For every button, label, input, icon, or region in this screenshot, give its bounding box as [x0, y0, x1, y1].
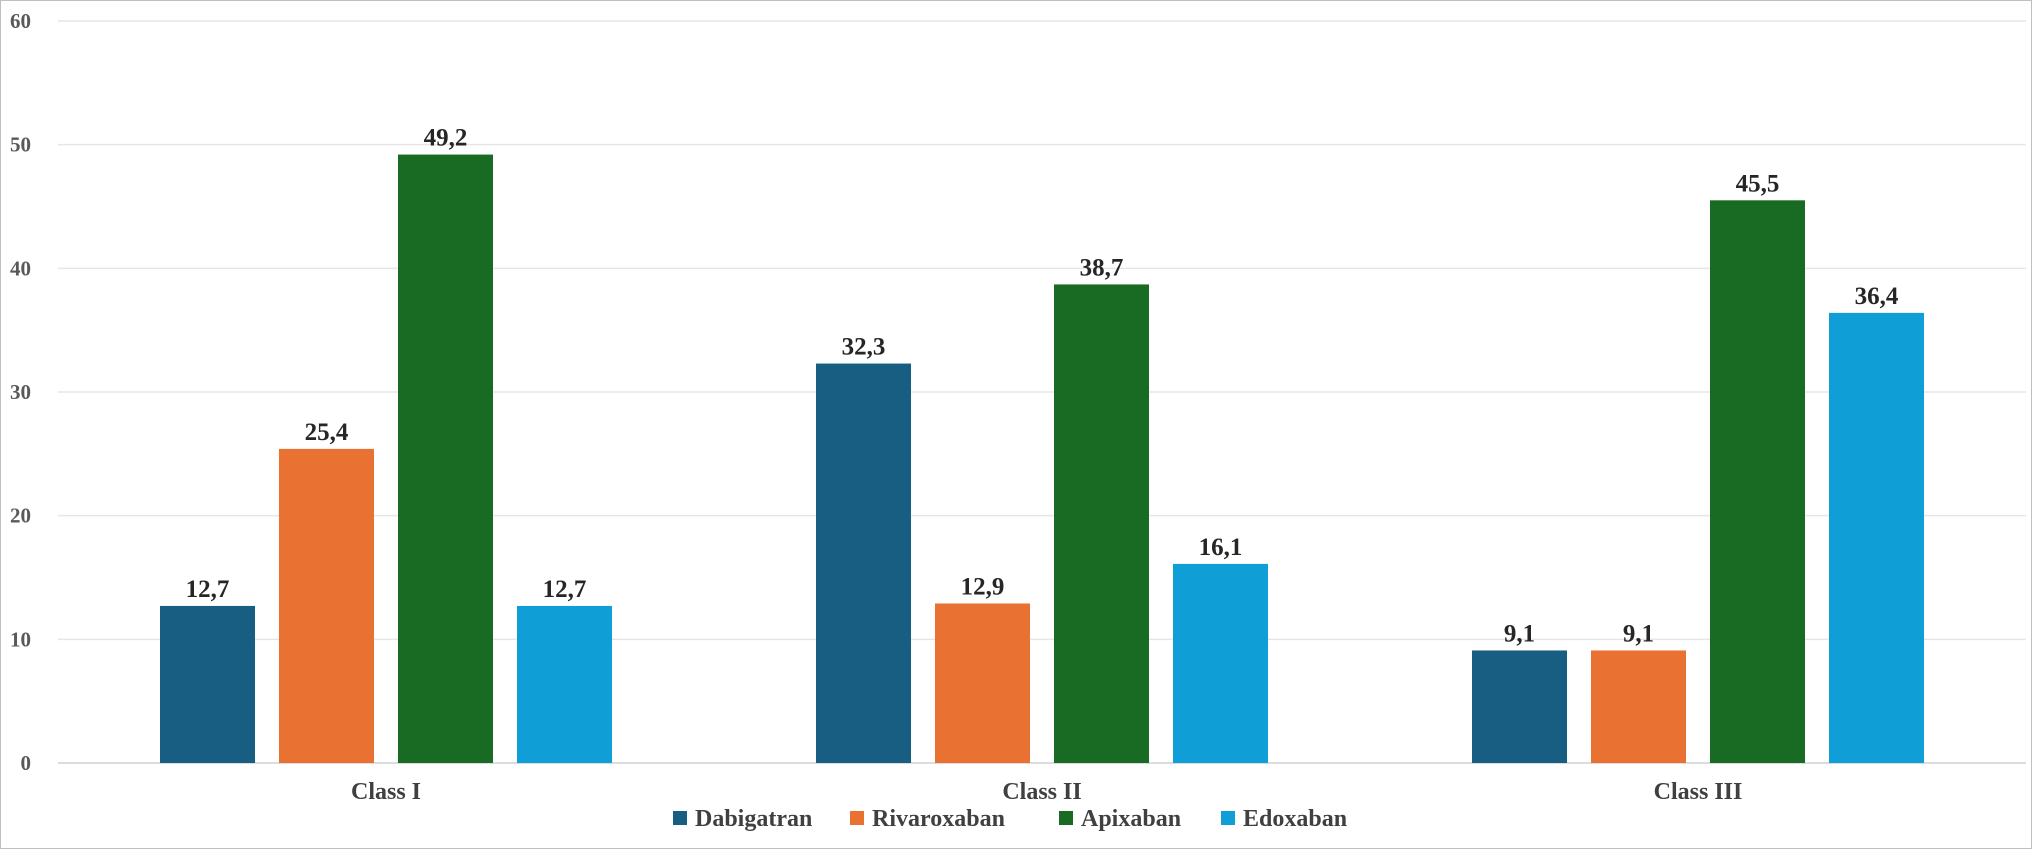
category-label-class-i: Class I: [351, 779, 421, 805]
bar-dabigatran-class-iii: [1472, 650, 1567, 763]
category-label-class-iii: Class III: [1654, 779, 1743, 805]
data-label-rivaroxaban-class-iii: 9,1: [1623, 620, 1654, 647]
data-label-apixaban-class-ii: 38,7: [1080, 254, 1124, 281]
y-tick-label: 20: [10, 504, 31, 528]
data-label-apixaban-class-iii: 45,5: [1736, 170, 1780, 197]
legend-item-dabigatran: Dabigatran: [673, 806, 812, 832]
y-tick-label: 0: [21, 751, 32, 775]
category-label-class-ii: Class II: [1002, 779, 1081, 805]
legend-label-apixaban: Apixaban: [1081, 806, 1181, 832]
y-tick-label: 60: [10, 9, 31, 33]
bar-edoxaban-class-iii: [1829, 312, 1924, 763]
data-label-edoxaban-class-ii: 16,1: [1199, 534, 1243, 561]
bar-rivaroxaban-class-iii: [1591, 650, 1686, 763]
bar-apixaban-class-i: [398, 154, 493, 763]
y-tick-label: 40: [10, 256, 31, 280]
data-label-dabigatran-class-ii: 32,3: [842, 334, 886, 361]
legend-label-rivaroxaban: Rivaroxaban: [872, 806, 1005, 832]
bar-edoxaban-class-ii: [1173, 563, 1268, 763]
bar-dabigatran-class-ii: [816, 363, 911, 763]
gridlines: [58, 20, 2026, 764]
legend-swatch-apixaban: [1059, 811, 1073, 825]
legend-swatch-dabigatran: [673, 811, 687, 825]
data-label-dabigatran-class-iii: 9,1: [1504, 620, 1535, 647]
bar-apixaban-class-iii: [1710, 200, 1805, 764]
data-label-edoxaban-class-iii: 36,4: [1855, 283, 1899, 310]
legend-label-edoxaban: Edoxaban: [1243, 806, 1347, 832]
legend-item-rivaroxaban: Rivaroxaban: [850, 806, 1005, 832]
bar-apixaban-class-ii: [1054, 284, 1149, 763]
y-tick-label: 50: [10, 133, 31, 157]
bars: [160, 154, 1924, 764]
data-label-dabigatran-class-i: 12,7: [186, 576, 230, 603]
bar-edoxaban-class-i: [517, 605, 612, 763]
data-label-apixaban-class-i: 49,2: [424, 125, 468, 152]
data-label-rivaroxaban-class-i: 25,4: [305, 419, 349, 446]
bar-rivaroxaban-class-ii: [935, 603, 1030, 763]
data-label-rivaroxaban-class-ii: 12,9: [961, 573, 1005, 600]
legend-swatch-edoxaban: [1221, 811, 1235, 825]
x-axis-categories: Class I Class II Class III: [351, 779, 1742, 805]
bar-dabigatran-class-i: [160, 605, 255, 763]
y-tick-label: 30: [10, 380, 31, 404]
bar-rivaroxaban-class-i: [279, 448, 374, 763]
data-label-edoxaban-class-i: 12,7: [543, 576, 587, 603]
legend-swatch-rivaroxaban: [850, 811, 864, 825]
y-tick-label: 10: [10, 627, 31, 651]
legend: Dabigatran Rivaroxaban Apixaban Edoxaban: [673, 806, 1347, 832]
data-labels: 12,7 25,4 49,2 12,7 32,3 12,9 38,7 16,1 9,1 9,1 45…: [186, 125, 1899, 648]
y-axis-ticks: 0 10 20 30 40 50 60: [10, 9, 31, 775]
legend-item-apixaban: Apixaban: [1059, 806, 1181, 832]
legend-label-dabigatran: Dabigatran: [695, 806, 812, 832]
legend-item-edoxaban: Edoxaban: [1221, 806, 1347, 832]
